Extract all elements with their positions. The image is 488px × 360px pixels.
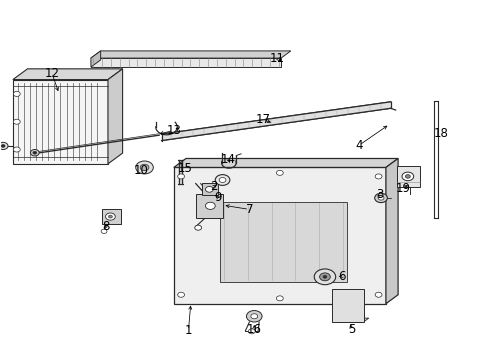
Polygon shape bbox=[220, 202, 346, 282]
Circle shape bbox=[136, 161, 153, 174]
Polygon shape bbox=[173, 158, 397, 167]
Circle shape bbox=[13, 147, 20, 152]
Text: 11: 11 bbox=[269, 51, 285, 64]
Circle shape bbox=[140, 164, 149, 171]
Circle shape bbox=[30, 149, 39, 156]
Polygon shape bbox=[385, 158, 397, 304]
Circle shape bbox=[33, 151, 37, 154]
Text: 15: 15 bbox=[177, 162, 192, 175]
Circle shape bbox=[101, 229, 107, 233]
Text: 14: 14 bbox=[221, 153, 235, 166]
Circle shape bbox=[105, 213, 115, 220]
Circle shape bbox=[0, 142, 8, 149]
Circle shape bbox=[323, 275, 326, 278]
Text: 19: 19 bbox=[395, 182, 409, 195]
Circle shape bbox=[13, 91, 20, 96]
Circle shape bbox=[205, 202, 215, 210]
Text: 1: 1 bbox=[184, 324, 192, 337]
Text: 2: 2 bbox=[210, 180, 218, 193]
Text: 4: 4 bbox=[355, 139, 362, 152]
Circle shape bbox=[319, 273, 330, 281]
Circle shape bbox=[219, 177, 225, 183]
Text: 12: 12 bbox=[44, 67, 59, 80]
Circle shape bbox=[405, 175, 409, 178]
Circle shape bbox=[205, 186, 213, 192]
Text: 10: 10 bbox=[133, 164, 148, 177]
Polygon shape bbox=[202, 183, 218, 195]
Circle shape bbox=[177, 174, 184, 179]
Circle shape bbox=[314, 269, 335, 285]
Text: 13: 13 bbox=[166, 124, 181, 137]
Polygon shape bbox=[331, 318, 368, 321]
Text: 18: 18 bbox=[433, 127, 447, 140]
Circle shape bbox=[13, 119, 20, 124]
Polygon shape bbox=[102, 209, 121, 224]
Polygon shape bbox=[396, 166, 419, 187]
Circle shape bbox=[177, 292, 184, 297]
Text: 7: 7 bbox=[245, 203, 253, 216]
Circle shape bbox=[276, 296, 283, 301]
Text: 8: 8 bbox=[102, 220, 109, 233]
Polygon shape bbox=[91, 58, 281, 67]
Circle shape bbox=[374, 292, 381, 297]
Circle shape bbox=[374, 193, 386, 203]
Polygon shape bbox=[13, 69, 122, 80]
Circle shape bbox=[194, 225, 201, 230]
Circle shape bbox=[276, 170, 283, 175]
Text: 5: 5 bbox=[347, 323, 355, 336]
Circle shape bbox=[1, 144, 5, 147]
Text: 16: 16 bbox=[246, 323, 261, 336]
Text: 9: 9 bbox=[213, 191, 221, 204]
Circle shape bbox=[250, 314, 257, 319]
Circle shape bbox=[108, 215, 112, 218]
Polygon shape bbox=[91, 51, 290, 58]
Circle shape bbox=[401, 172, 413, 181]
Text: 3: 3 bbox=[376, 188, 383, 201]
Circle shape bbox=[377, 196, 383, 200]
Polygon shape bbox=[195, 194, 222, 218]
Polygon shape bbox=[173, 167, 385, 304]
Polygon shape bbox=[13, 80, 108, 164]
Circle shape bbox=[246, 311, 262, 322]
Circle shape bbox=[248, 329, 255, 334]
Polygon shape bbox=[108, 69, 122, 164]
Circle shape bbox=[374, 174, 381, 179]
Text: 17: 17 bbox=[255, 113, 270, 126]
Text: 6: 6 bbox=[338, 270, 345, 283]
Polygon shape bbox=[91, 51, 101, 67]
Polygon shape bbox=[161, 102, 390, 140]
Circle shape bbox=[215, 175, 229, 185]
Polygon shape bbox=[331, 289, 363, 321]
